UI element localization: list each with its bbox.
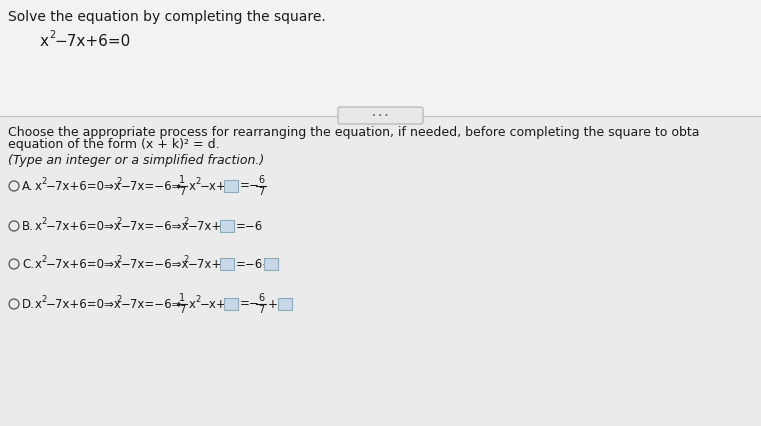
Text: x: x — [189, 179, 196, 193]
FancyBboxPatch shape — [278, 298, 292, 310]
Text: −7x+6=0⇒x: −7x+6=0⇒x — [46, 219, 122, 233]
Text: 7: 7 — [258, 305, 264, 315]
Text: Choose the appropriate process for rearranging the equation, if needed, before c: Choose the appropriate process for rearr… — [8, 126, 699, 139]
Text: Solve the equation by completing the square.: Solve the equation by completing the squ… — [8, 10, 326, 24]
Text: 2: 2 — [49, 30, 56, 40]
Text: 2: 2 — [116, 256, 121, 265]
Text: • • •: • • • — [372, 112, 388, 118]
Text: 2: 2 — [41, 256, 46, 265]
FancyBboxPatch shape — [224, 298, 238, 310]
Text: =−6: =−6 — [236, 219, 263, 233]
Text: 2: 2 — [41, 218, 46, 227]
FancyBboxPatch shape — [220, 220, 234, 232]
Text: x: x — [35, 219, 42, 233]
Text: =−: =− — [240, 297, 260, 311]
Text: B.: B. — [22, 219, 34, 233]
Text: 2: 2 — [195, 296, 200, 305]
Text: C.: C. — [22, 257, 34, 271]
Text: x: x — [35, 257, 42, 271]
Bar — [0, 116, 761, 426]
Bar — [0, 0, 761, 116]
Text: 1: 1 — [179, 175, 185, 185]
Text: 1: 1 — [179, 293, 185, 303]
Text: −7x=−6⇒: −7x=−6⇒ — [121, 297, 183, 311]
Text: x: x — [189, 297, 196, 311]
Text: 2: 2 — [183, 256, 188, 265]
Text: −7x=−6⇒: −7x=−6⇒ — [121, 179, 183, 193]
Text: −x+: −x+ — [200, 297, 227, 311]
Text: −7x=−6⇒x: −7x=−6⇒x — [121, 257, 189, 271]
Text: −7x+6=0⇒x: −7x+6=0⇒x — [46, 297, 122, 311]
Text: −7x+6=0: −7x+6=0 — [54, 34, 130, 49]
Text: 2: 2 — [116, 296, 121, 305]
Text: −7x+: −7x+ — [188, 257, 222, 271]
Text: 6: 6 — [258, 175, 264, 185]
Text: equation of the form (x + k)² = d.: equation of the form (x + k)² = d. — [8, 138, 220, 151]
Text: D.: D. — [22, 297, 35, 311]
Text: 6: 6 — [258, 293, 264, 303]
Text: −7x=−6⇒x: −7x=−6⇒x — [121, 219, 189, 233]
Text: 7: 7 — [179, 187, 185, 197]
Text: −7x+: −7x+ — [188, 219, 222, 233]
Text: 2: 2 — [183, 218, 188, 227]
FancyBboxPatch shape — [220, 258, 234, 270]
Text: 7: 7 — [179, 305, 185, 315]
Text: =−: =− — [240, 179, 260, 193]
Text: −7x+6=0⇒x: −7x+6=0⇒x — [46, 257, 122, 271]
FancyBboxPatch shape — [264, 258, 278, 270]
Text: 2: 2 — [195, 178, 200, 187]
Text: −x+: −x+ — [200, 179, 227, 193]
Text: x: x — [35, 179, 42, 193]
Text: =−6+: =−6+ — [236, 257, 273, 271]
FancyBboxPatch shape — [338, 107, 423, 124]
Text: x: x — [40, 34, 49, 49]
Text: (Type an integer or a simplified fraction.): (Type an integer or a simplified fractio… — [8, 154, 264, 167]
Text: A.: A. — [22, 179, 33, 193]
Text: 2: 2 — [41, 296, 46, 305]
Text: −7x+6=0⇒x: −7x+6=0⇒x — [46, 179, 122, 193]
Text: 7: 7 — [258, 187, 264, 197]
Text: +: + — [268, 297, 278, 311]
Text: 2: 2 — [116, 178, 121, 187]
Text: x: x — [35, 297, 42, 311]
FancyBboxPatch shape — [224, 180, 238, 192]
Text: 2: 2 — [116, 218, 121, 227]
Text: 2: 2 — [41, 178, 46, 187]
